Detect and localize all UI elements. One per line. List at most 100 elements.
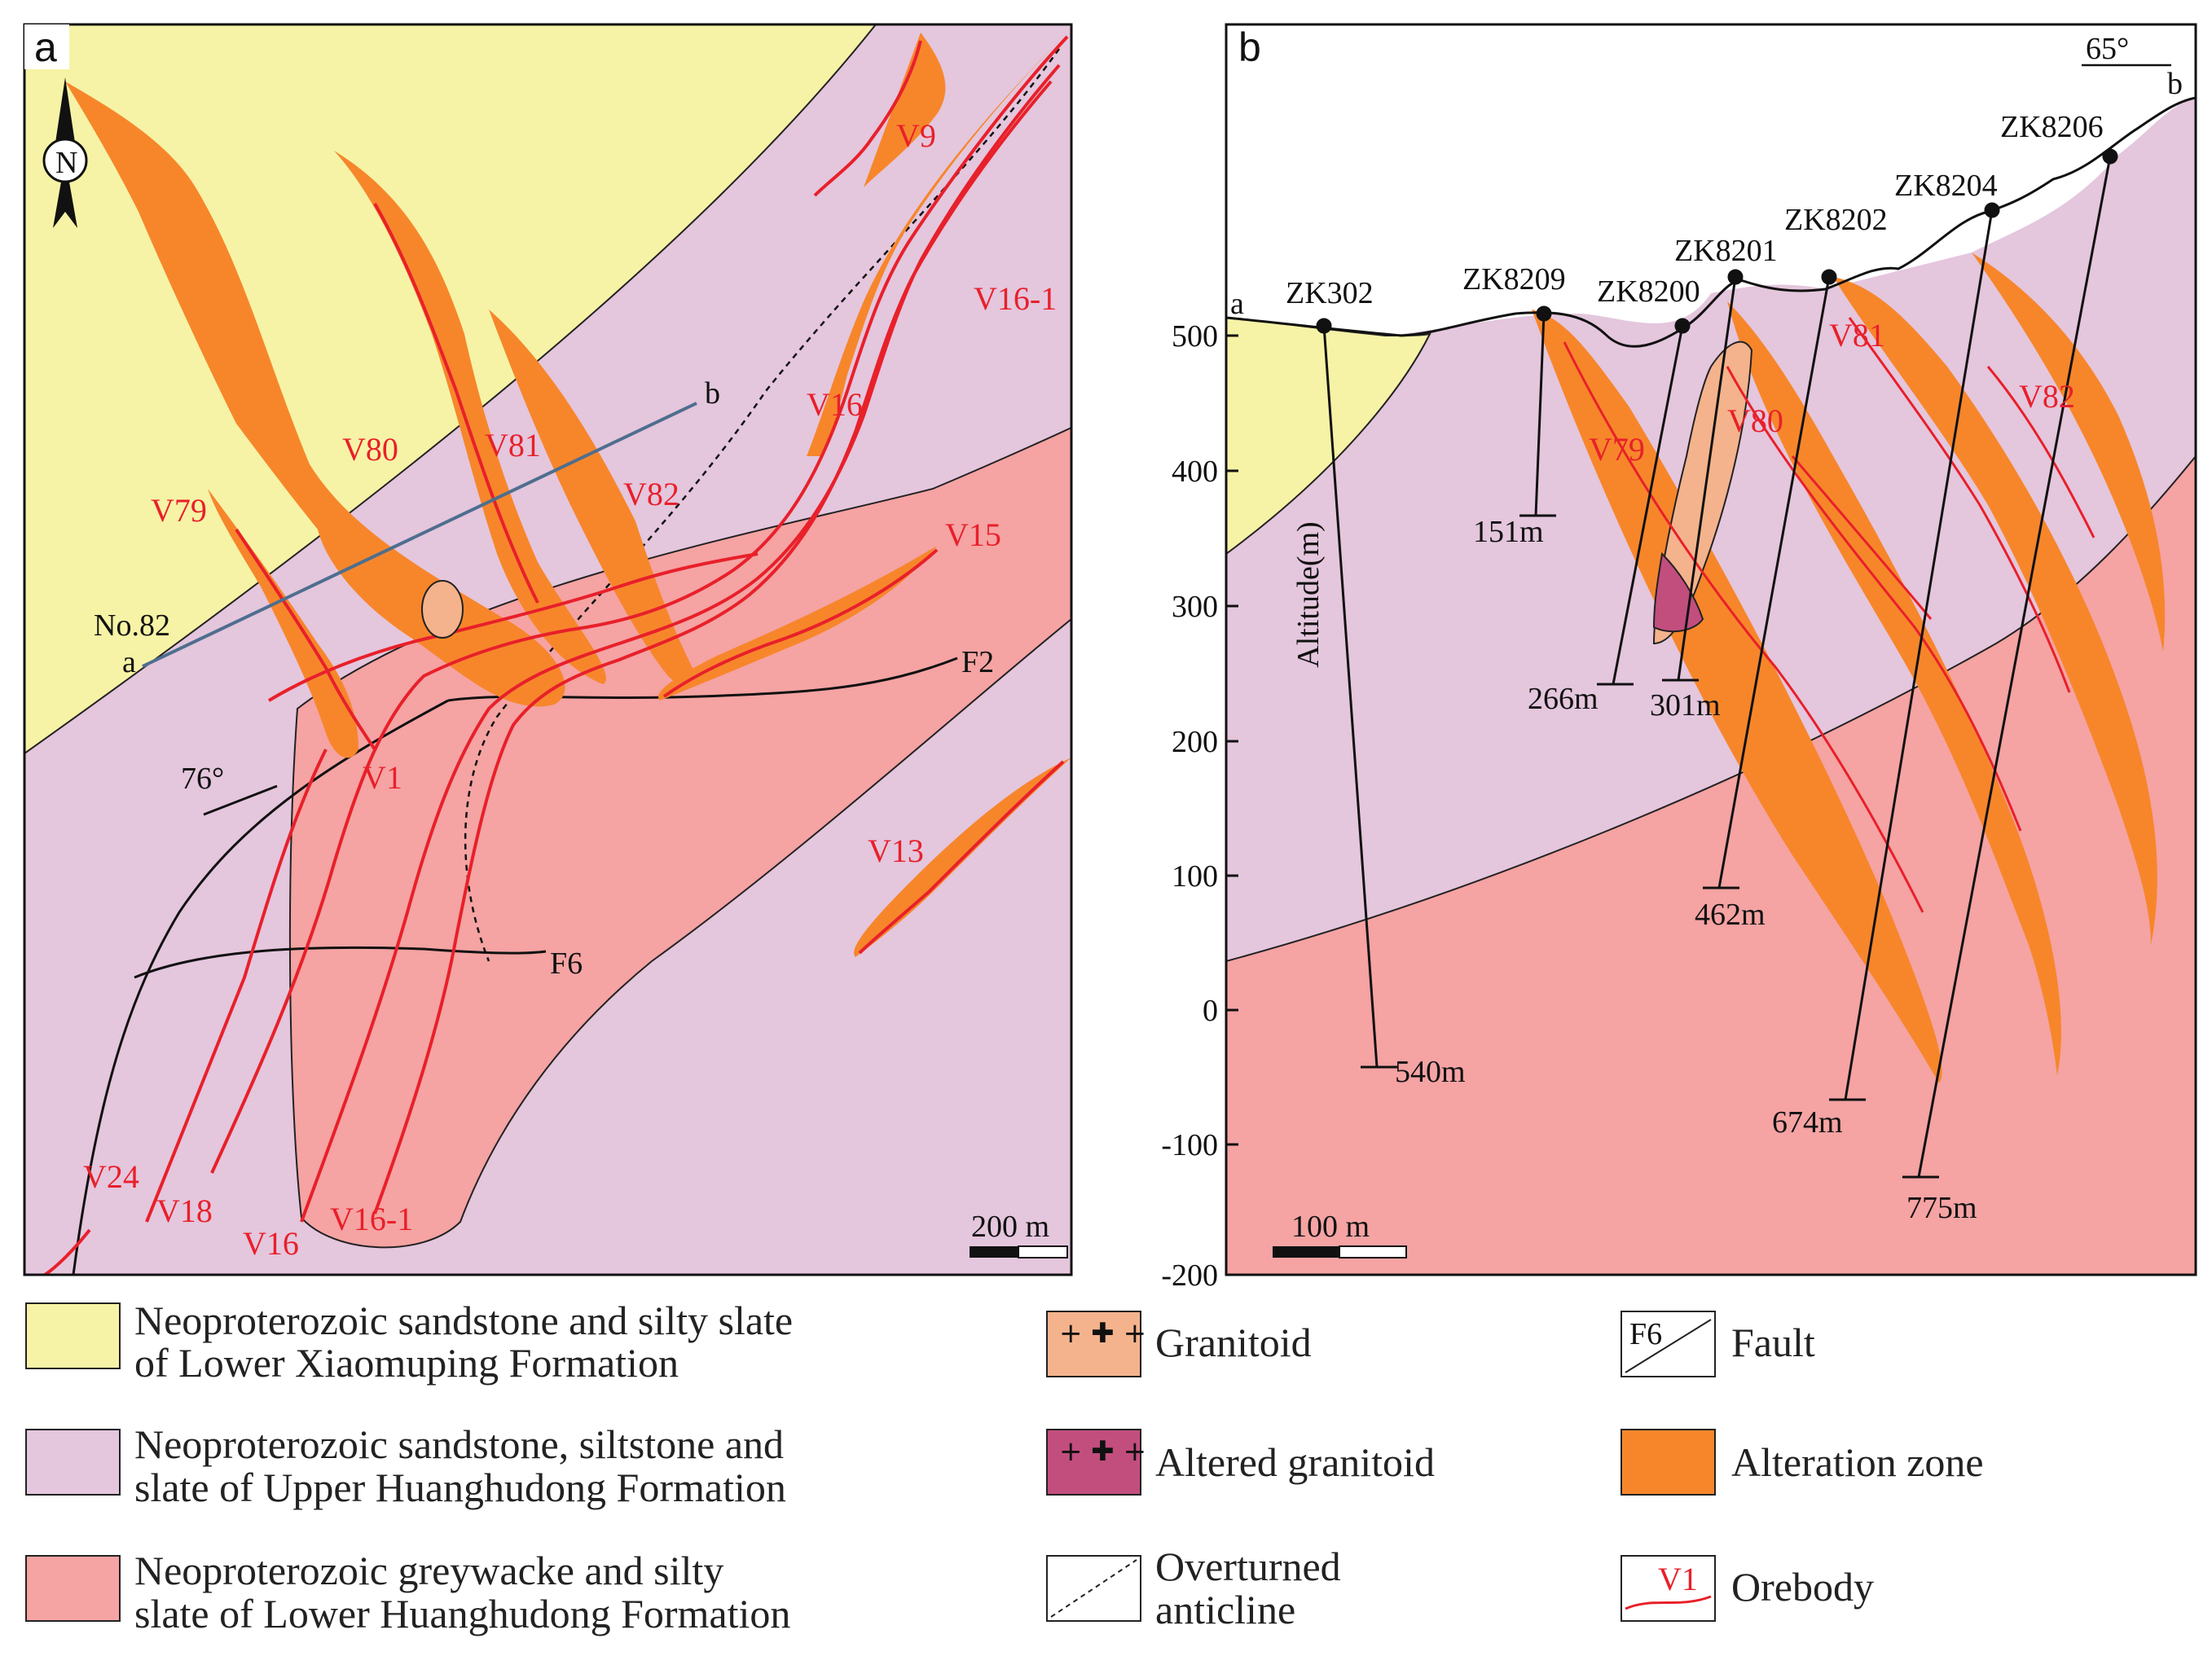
vein-label: V16 [243, 1225, 299, 1262]
drillholes [1316, 148, 2118, 1179]
orebody-lines [43, 35, 1069, 1275]
legend-label: Overturned [1155, 1544, 1341, 1589]
vein-label: V79 [151, 492, 207, 529]
panel-b-section [1226, 24, 2196, 1275]
dip-label-b: 65° [2086, 32, 2129, 66]
panel-a-frame [23, 23, 1073, 1276]
y-tick: 100 [1172, 859, 1218, 894]
y-tick: -100 [1161, 1128, 1218, 1162]
section-right-end: b [2167, 67, 2183, 101]
north-label: N [55, 146, 77, 180]
vein-label: V9 [896, 117, 936, 154]
section-start: a [122, 645, 136, 679]
section-left-end: a [1230, 287, 1244, 321]
panel-b-labels: b 65° a b Altitude(m) 500 400 300 200 10… [1161, 24, 2183, 1293]
legend-orebody-symbol: V1 [1658, 1561, 1698, 1597]
y-tick: 400 [1172, 455, 1218, 489]
altered-granitoid-b [1652, 551, 1704, 633]
section-line-ab [142, 402, 697, 668]
dip-label-a: 76° [181, 762, 224, 796]
panel-b-label: b [1238, 24, 1261, 70]
orebody-label: V79 [1589, 431, 1645, 468]
scale-label-b: 100 m [1291, 1210, 1370, 1244]
vein-label: V81 [485, 427, 541, 463]
scale-label-a: 200 m [971, 1210, 1049, 1244]
legend-label: Neoproterozoic sandstone and silty slate [134, 1298, 793, 1343]
north-arrow [42, 77, 88, 228]
legend-label: Altered granitoid [1155, 1439, 1435, 1485]
drillhole-depth: 775m [1906, 1191, 1977, 1225]
drillhole-name: ZK8202 [1784, 203, 1888, 237]
vein-label: V16 [807, 386, 863, 423]
y-axis-title: Altitude(m) [1291, 521, 1326, 667]
legend-fault-symbol: F6 [1629, 1317, 1662, 1351]
legend-label: of Lower Xiaomuping Formation [134, 1340, 679, 1386]
fault-f6 [134, 946, 547, 979]
y-tick: 200 [1172, 725, 1218, 759]
drillhole-name: ZK8206 [2000, 110, 2104, 144]
anticline-trace [464, 48, 1061, 962]
legend-swatch-alteration [1621, 1429, 1716, 1496]
legend-label: anticline [1155, 1587, 1295, 1632]
vein-label: V18 [156, 1193, 213, 1229]
drillhole-depth: 540m [1395, 1055, 1466, 1089]
section-name: No.82 [94, 608, 170, 643]
granitoid-body-a [421, 580, 464, 639]
scale-bar-b [1273, 1245, 1407, 1258]
vein-label: V24 [83, 1158, 139, 1195]
legend-swatch-lower-huanghudong [25, 1555, 121, 1622]
alteration-zones [65, 33, 1071, 957]
drillhole-name: ZK302 [1286, 276, 1374, 310]
scale-bar-a [970, 1245, 1068, 1258]
orebody-label: V81 [1829, 317, 1885, 354]
panel-a-map [24, 24, 1071, 1275]
altitude-axis-ticks [1226, 334, 1238, 1276]
y-tick: 300 [1172, 590, 1218, 624]
legend-label: Neoproterozoic sandstone, siltstone and [134, 1421, 784, 1467]
vein-label: V80 [342, 431, 398, 468]
orebody-label: V82 [2019, 378, 2075, 415]
drillhole-depth: 301m [1650, 688, 1721, 723]
legend-swatch-granitoid [1046, 1311, 1141, 1377]
dip-symbol-a [203, 784, 278, 816]
y-tick: 500 [1172, 319, 1218, 354]
vein-label: V13 [868, 832, 924, 869]
section-end: b [705, 376, 720, 411]
vein-label: V82 [623, 476, 679, 512]
legend-label: Alteration zone [1731, 1439, 1984, 1485]
legend-swatch-altered-granitoid [1046, 1429, 1141, 1496]
drillhole-name: ZK8201 [1674, 234, 1778, 268]
legend-cross-icon: + ✚ + [1059, 1435, 1146, 1468]
fault-label-f2: F2 [961, 645, 994, 679]
y-tick: 0 [1203, 994, 1218, 1028]
legend-label: Orebody [1731, 1564, 1874, 1610]
y-tick: -200 [1161, 1258, 1218, 1293]
legend-label: Fault [1731, 1320, 1815, 1365]
legend-label: Granitoid [1155, 1320, 1312, 1365]
legend-swatch-upper-huanghudong [25, 1429, 121, 1496]
drillhole-name: ZK8200 [1597, 275, 1700, 309]
legend-swatch-orebody [1621, 1555, 1716, 1622]
vein-label: V15 [945, 516, 1001, 553]
legend-label: Neoproterozoic greywacke and silty [134, 1548, 723, 1593]
vein-label: V16-1 [330, 1201, 413, 1237]
orebody-lines-b [1563, 317, 2095, 913]
drillhole-depth: 674m [1772, 1105, 1843, 1140]
panel-b-frame [1225, 23, 2197, 1276]
drillhole-name: ZK8209 [1462, 262, 1566, 296]
drillhole-depth: 462m [1695, 898, 1766, 932]
legend-cross-icon: + ✚ + [1059, 1317, 1146, 1350]
panel-a-label: a [34, 24, 57, 70]
orebody-label: V80 [1727, 402, 1783, 439]
vein-label: V1 [363, 759, 402, 796]
legend-label: slate of Lower Huanghudong Formation [134, 1591, 790, 1636]
drillhole-depth: 151m [1473, 515, 1544, 549]
vein-label: V16-1 [974, 280, 1057, 317]
drillhole-depth: 266m [1528, 682, 1599, 716]
legend-label: slate of Upper Huanghudong Formation [134, 1465, 786, 1510]
panel-a-labels: a N No.82 a b 76° 200 m F2 F6 V9 V16-1 V… [24, 24, 1057, 1262]
fault-label-f6: F6 [550, 947, 583, 981]
legend-orebody-icon [1625, 1595, 1712, 1610]
legend: Neoproterozoic sandstone and silty slate… [25, 1298, 1984, 1636]
